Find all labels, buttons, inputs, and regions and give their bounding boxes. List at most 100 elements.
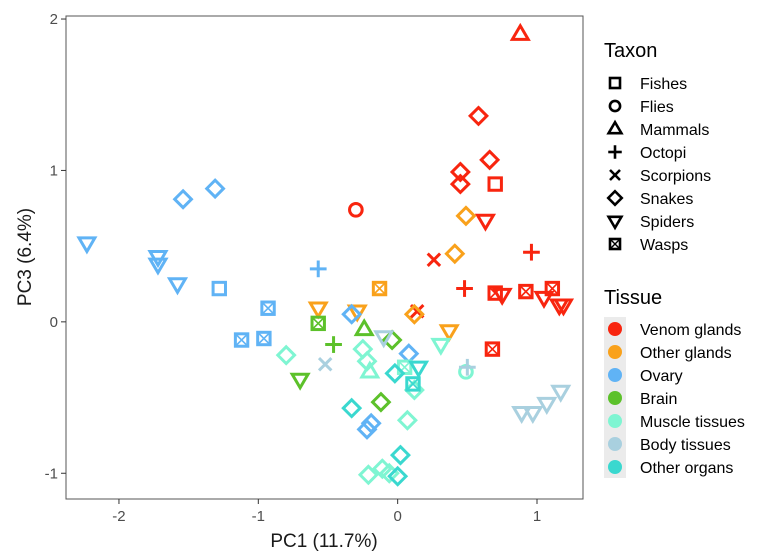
data-point-scorpions-venom-glands (426, 252, 442, 268)
tissue-legend-label: Body tissues (640, 437, 731, 454)
data-point-spiders-other-glands (346, 304, 368, 323)
taxon-legend-label: Fishes (640, 76, 687, 93)
data-point-spiders-venom-glands (552, 298, 575, 317)
taxon-legend-item-scorpions: Scorpions (609, 168, 711, 185)
y-tick-label: 1 (50, 162, 58, 179)
data-point-spiders-muscle-tissues (430, 337, 452, 356)
data-point-wasps-venom-glands (518, 283, 534, 300)
taxon-legend-label: Octopi (640, 145, 686, 162)
axes-layer: -2 -1 0 1 -1 0 1 2 (45, 11, 542, 525)
data-point-snakes-venom-glands (479, 149, 501, 171)
data-point-spiders-ovary (166, 277, 189, 296)
plot-panel (65, 15, 584, 500)
tissue-legend-swatch (608, 391, 622, 405)
data-point-wasps-ovary (233, 332, 250, 348)
data-point-octopi-body-tissues (458, 358, 476, 376)
data-point-spiders-other-organs (407, 360, 430, 379)
tissue-legend-swatch (608, 322, 622, 336)
data-point-wasps-other-glands (371, 280, 388, 297)
data-point-snakes-other-organs (387, 465, 409, 487)
data-point-snakes-venom-glands (449, 173, 471, 195)
tissue-legend-label: Other organs (640, 460, 733, 477)
data-point-mammals-muscle-tissues (359, 360, 381, 379)
data-point-spiders-venom-glands (533, 290, 555, 309)
data-point-octopi-venom-glands (523, 243, 540, 261)
taxon-legend-item-mammals: Mammals (606, 119, 709, 139)
taxon-legend-item-fishes: Fishes (608, 76, 687, 93)
data-point-snakes-brain (370, 391, 392, 413)
tissue-legend-label: Brain (640, 391, 677, 408)
data-point-mammals-brain (353, 318, 375, 337)
data-point-fishes-ovary (211, 280, 227, 297)
data-point-wasps-venom-glands (484, 341, 501, 357)
taxon-legend-label: Flies (640, 99, 674, 116)
tissue-legend: Tissue Venom glands Other glands Ovary Brai… (604, 287, 745, 478)
tissue-legend-swatch (608, 368, 622, 382)
data-point-snakes-other-organs (384, 362, 406, 384)
data-point-snakes-venom-glands (467, 105, 489, 127)
taxon-legend-key-spiders (606, 215, 624, 231)
taxon-legend-key-mammals (606, 119, 624, 135)
tissue-legend-label: Other glands (640, 345, 732, 362)
data-point-fishes-venom-glands (487, 176, 503, 192)
taxon-legend-label: Wasps (640, 237, 688, 254)
taxon-legend-items: Fishes Flies Mammals Octopi Scorpions Snakes S… (606, 76, 711, 254)
data-point-snakes-ovary (172, 188, 194, 210)
data-point-spiders-other-glands (307, 301, 329, 320)
taxon-legend-key-snakes (606, 189, 624, 207)
taxon-legend-key-flies (608, 99, 622, 113)
data-point-spiders-body-tissues (536, 396, 558, 415)
data-point-spiders-body-tissues (511, 406, 533, 425)
data-point-snakes-muscle-tissues (275, 344, 297, 366)
y-axis-title: PC3 (6.4%) (15, 208, 36, 306)
data-point-spiders-ovary (147, 257, 169, 276)
data-point-snakes-muscle-tissues (352, 338, 374, 360)
data-point-snakes-ovary (341, 303, 363, 325)
data-point-snakes-other-glands (444, 243, 466, 265)
data-point-wasps-ovary (256, 330, 272, 347)
data-point-snakes-brain (381, 329, 403, 351)
data-point-mammals-venom-glands (509, 22, 531, 41)
data-point-spiders-body-tissues (550, 384, 572, 403)
data-point-snakes-muscle-tissues (357, 464, 379, 486)
tissue-legend-label: Muscle tissues (640, 414, 745, 431)
taxon-legend: Taxon Fishes Flies Mammals Octopi Scorpions S… (604, 40, 711, 254)
data-point-wasps-other-organs (405, 376, 421, 392)
tissue-legend-title: Tissue (604, 287, 662, 309)
tissue-legend-item-venom-glands: Venom glands (608, 322, 741, 339)
taxon-legend-item-spiders: Spiders (606, 214, 694, 231)
data-point-snakes-other-glands (455, 205, 477, 227)
tissue-legend-swatch (608, 437, 622, 451)
points-layer (76, 22, 575, 487)
taxon-legend-key-fishes (608, 76, 622, 90)
data-point-snakes-ovary (356, 418, 378, 440)
data-point-snakes-venom-glands (449, 161, 471, 183)
data-point-octopi-brain (325, 336, 342, 353)
taxon-legend-item-wasps: Wasps (608, 237, 688, 254)
data-point-spiders-body-tissues (522, 406, 544, 425)
data-point-spiders-body-tissues (373, 330, 395, 349)
data-point-octopi-venom-glands (456, 280, 473, 297)
data-point-wasps-brain (310, 315, 326, 332)
data-point-snakes-ovary (204, 178, 226, 200)
data-point-snakes-muscle-tissues (396, 409, 418, 431)
tissue-legend-item-other-organs: Other organs (608, 460, 733, 477)
y-tick-label: 0 (50, 314, 58, 331)
taxon-legend-item-flies: Flies (608, 99, 674, 116)
taxon-legend-label: Spiders (640, 214, 694, 231)
taxon-legend-key-wasps (608, 237, 622, 251)
tissue-legend-swatch (608, 345, 622, 359)
y-tick-label: 2 (50, 11, 58, 28)
taxon-legend-key-scorpions (609, 169, 621, 181)
data-point-spiders-brain (289, 372, 311, 391)
data-point-spiders-venom-glands (491, 287, 513, 306)
y-tick-label: -1 (45, 465, 58, 482)
x-tick-label: -2 (112, 508, 125, 525)
data-point-flies-venom-glands (348, 201, 364, 218)
tissue-legend-item-ovary: Ovary (608, 368, 683, 385)
taxon-legend-title: Taxon (604, 40, 657, 62)
tissue-legend-item-other-glands: Other glands (608, 345, 732, 362)
data-point-spiders-other-glands (438, 324, 460, 343)
tissue-legend-label: Venom glands (640, 322, 741, 339)
